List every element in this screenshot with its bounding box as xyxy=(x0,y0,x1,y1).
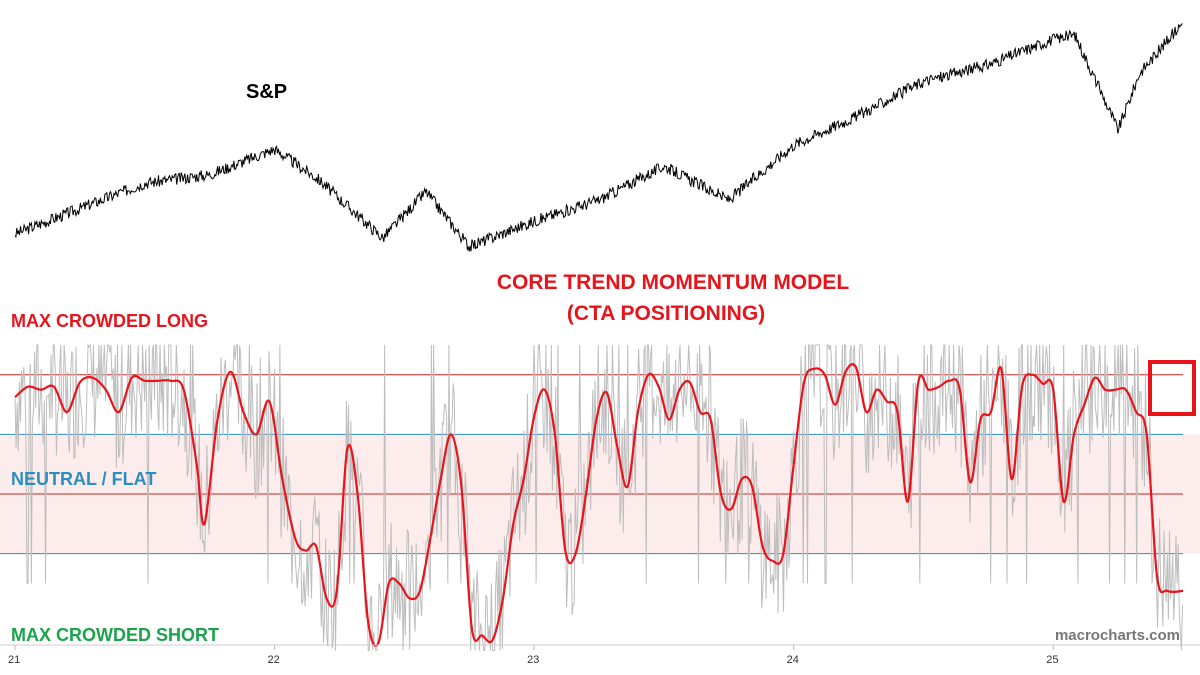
watermark: macrocharts.com xyxy=(1055,627,1180,644)
chart-subtitle: (CTA POSITIONING) xyxy=(567,302,765,325)
max-crowded-short-label: MAX CROWDED SHORT xyxy=(11,625,219,645)
max-crowded-long-label: MAX CROWDED LONG xyxy=(11,311,208,331)
sp500-label: S&P xyxy=(246,81,287,103)
x-axis-ticks: 21 22 23 24 25 xyxy=(8,645,1058,666)
x-tick-label: 25 xyxy=(1046,654,1058,666)
latest-reading-highlight-box xyxy=(1148,360,1196,416)
neutral-flat-label: NEUTRAL / FLAT xyxy=(11,469,156,489)
model-series-line xyxy=(14,363,1184,647)
x-tick-label: 22 xyxy=(268,654,280,666)
chart-title: CORE TREND MOMENTUM MODEL xyxy=(497,271,849,294)
x-tick-label: 21 xyxy=(8,654,20,666)
x-tick-label: 24 xyxy=(787,654,799,666)
sp500-series-line xyxy=(14,23,1183,252)
raw-signal-series xyxy=(14,343,1183,651)
x-tick-label: 23 xyxy=(527,654,539,666)
